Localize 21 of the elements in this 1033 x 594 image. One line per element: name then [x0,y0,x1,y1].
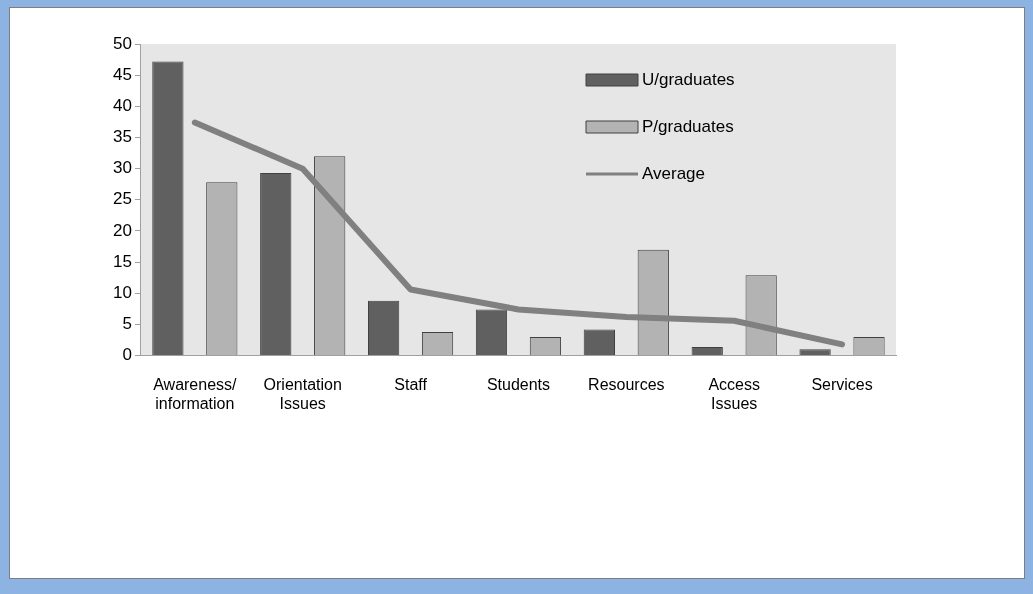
x-tick-label: Access Issues [708,375,760,412]
x-tick-label: Students [486,375,551,393]
legend-label: P/graduates [642,116,734,136]
y-tick-label: 0 [122,345,132,365]
y-tick-label: 15 [112,251,132,271]
y-tick-label: 20 [112,220,132,240]
legend-label: U/graduates [642,69,735,89]
y-tick-label: 10 [112,282,132,302]
x-tick-label: Resources [588,375,665,393]
y-tick-label: 5 [122,314,132,334]
y-tick-label: 30 [112,158,132,178]
y-tick-label: 50 [112,33,132,53]
x-tick-label: Services [811,375,873,393]
y-tick-label: 40 [112,96,132,116]
x-tick-label: Orientation Issues [263,375,342,412]
x-tick-label: Awareness/information [153,375,238,412]
y-tick-label: 45 [112,64,132,84]
y-tick-label: 25 [112,189,132,209]
y-tick-label: 35 [112,127,132,147]
x-tick-label: Staff [394,375,428,393]
legend-label: Average [642,163,706,183]
